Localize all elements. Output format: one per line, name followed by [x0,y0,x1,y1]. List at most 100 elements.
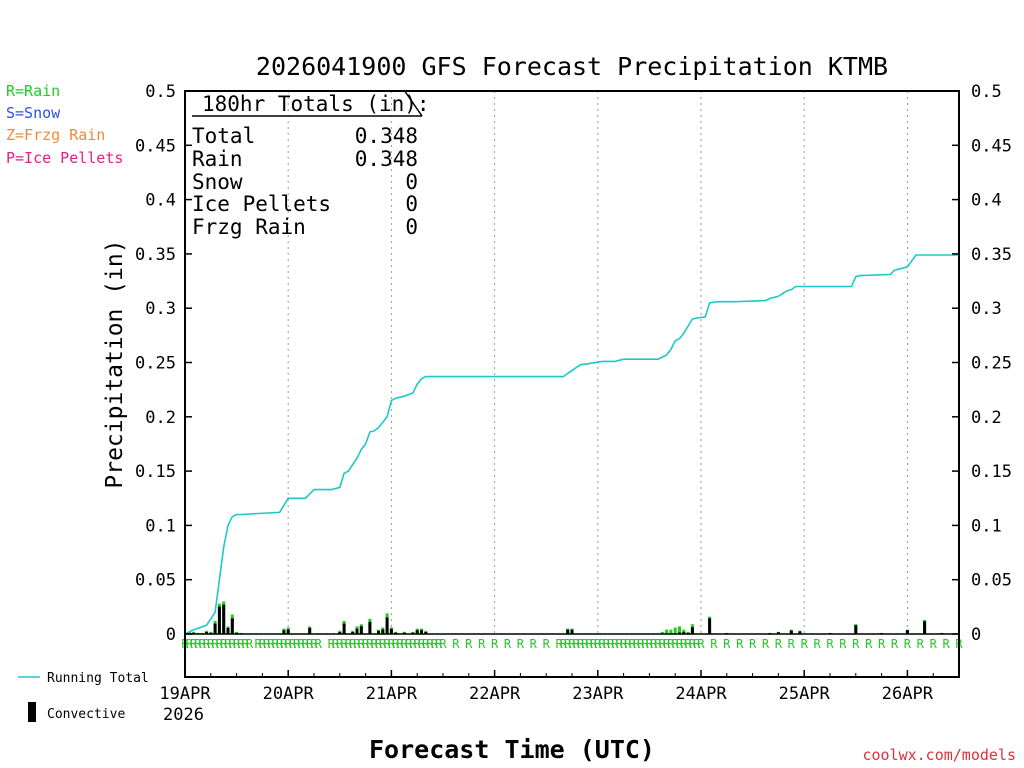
precip-type-marker: R [340,637,348,651]
convective-bar [338,632,342,634]
totals-heading: 180hr Totals (in): [202,92,430,116]
precip-type-marker: R [917,637,925,651]
precip-type-marker: R [788,637,796,651]
precip-type-marker: R [801,637,809,651]
precip-type-marker: R [224,637,232,651]
precip-type-marker: R [904,637,912,651]
convective-bar [286,629,290,634]
convective-bar [342,623,346,634]
precip-type-marker: R [405,637,413,651]
precip-type-marker: R [878,637,886,651]
convective-bar [923,621,927,634]
y-tick-label-right: 0.3 [971,299,1002,319]
precip-type-marker: R [710,637,718,651]
precip-type-marker: R [942,637,950,651]
precip-type-marker: R [646,637,654,651]
precip-bar [669,629,673,634]
precip-type-marker: R [543,637,551,651]
precip-type-marker: R [530,637,538,651]
convective-bar [678,632,681,634]
y-axis-label: Precipitation (in) [102,239,128,488]
precip-bar [665,629,669,634]
precip-type-marker: R [207,637,215,651]
x-tick-label: 25APR [779,684,831,704]
precip-type-marker: R [736,637,744,651]
convective-bar [351,632,355,634]
convective-bar [566,629,570,634]
precip-type-marker: R [194,637,202,651]
totals-label-frzg-rain: Frzg Rain [192,215,306,239]
y-tick-label-right: 0.1 [971,516,1002,536]
precip-type-marker: R [315,637,323,651]
precip-type-marker: R [190,637,198,651]
convective-legend-swatch [28,702,36,722]
x-start-year: 2026 [163,705,204,725]
precip-type-marker: R [620,637,628,651]
precip-type-marker: R [366,637,374,651]
precip-type-marker: R [435,637,443,651]
convective-bar [213,623,217,634]
precip-type-marker: R [607,637,615,651]
y-tick-label-right: 0.35 [971,245,1012,265]
precip-type-marker: R [560,637,568,651]
precip-bar [678,626,681,634]
precip-type-marker: R [426,637,434,651]
precip-type-marker: R [422,637,430,651]
y-tick-label-right: 0.45 [971,136,1012,156]
precip-type-marker: R [586,637,594,651]
y-tick-label-right: 0.2 [971,408,1002,428]
convective-bar [905,630,909,634]
precip-type-marker: R [199,637,207,651]
precip-type-marker: R [517,637,525,651]
convective-bar [789,630,793,634]
y-tick-label-left: 0.3 [145,299,176,319]
totals-value-ice-pellets: 0 [405,192,418,216]
precip-type-marker: R [723,637,731,651]
precip-type-marker: R [478,637,486,651]
y-tick-label-left: 0.25 [135,354,176,374]
precip-type-marker: R [306,637,314,651]
legend-snow: S=Snow [6,104,61,122]
precip-type-marker: R [581,637,589,651]
convective-bar [282,630,286,634]
convective-bar [205,632,208,634]
totals-box: 180hr Totals (in): Total 0.348 Rain 0.34… [192,89,430,239]
precip-type-marker: R [629,637,637,651]
precip-type-marker: R [302,637,310,651]
convective-bar [570,629,574,634]
precip-type-marker: R [680,637,688,651]
convective-legend-label: Convective [47,707,125,722]
convective-bar [389,628,393,634]
precip-type-marker: R [689,637,697,651]
precip-type-marker: R [401,637,409,651]
running-total-legend-label: Running Total [47,671,149,686]
precip-type-marker: R [392,637,400,651]
precip-type-marker: R [280,637,288,651]
y-axis-ticks: 0 00.05 0.050.1 0.10.15 0.150.2 0.20.25 0.250.… [135,82,1012,645]
convective-bar [230,618,234,634]
precip-type-marker: R [289,637,297,651]
y-tick-label-left: 0.1 [145,516,176,536]
x-tick-label: 21APR [366,684,418,704]
precip-type-marker: R [465,637,473,651]
precip-type-marker: R [452,637,460,651]
precip-type-marker: R [439,637,447,651]
precip-type-marker: R [310,637,318,651]
precip-type-marker: R [930,637,938,651]
precip-type-marker: R [332,637,340,651]
y-tick-label-left: 0.5 [145,82,176,102]
precip-type-marker: R [749,637,757,651]
precip-bars [187,601,944,634]
precip-type-marker: R [693,637,701,651]
precip-type-marker: R [603,637,611,651]
precip-type-marker: R [328,637,336,651]
precip-type-marker: R [667,637,675,651]
precip-type-marker: R [353,637,361,651]
x-tick-label: 23APR [572,684,624,704]
convective-bar [420,630,423,634]
precip-type-marker: R [267,637,275,651]
convective-bar [854,625,858,634]
y-tick-label-right: 0.4 [971,191,1002,211]
precip-type-marker: R [865,637,873,651]
